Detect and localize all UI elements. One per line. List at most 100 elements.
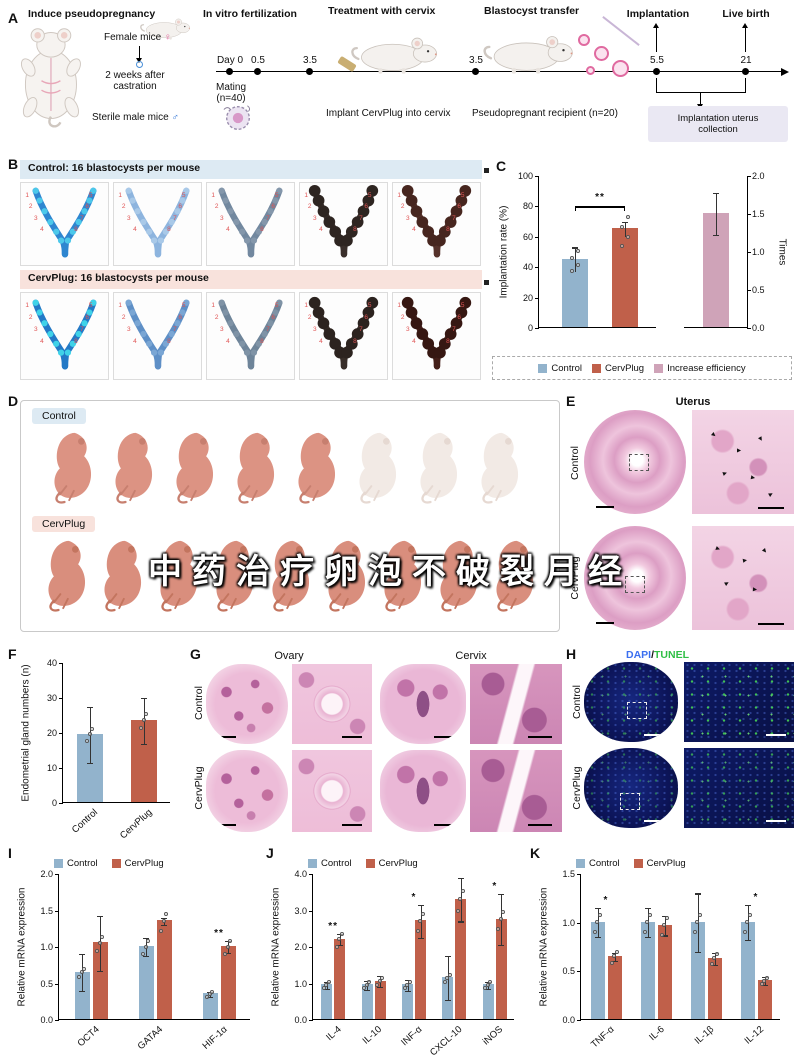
fluorescence-zoom-control [684,662,794,742]
watermark-text: 中药治疗卵泡不破裂月经 [148,553,632,591]
legend-item: CervPlug [633,858,686,869]
zoom-region-box [628,453,649,471]
legend-label: CervPlug [124,858,164,869]
error-bar-cap [336,945,343,947]
data-point [377,979,382,984]
bar-cervplug [334,938,346,1019]
y-tick-mark [59,663,63,664]
bar-control [321,984,333,1019]
x-tick-label: OCT4 [75,1024,102,1050]
recipient-label: Pseudopregnant recipient (n=20) [472,108,618,119]
error-bar-cap [417,937,424,940]
y-tick-mark [577,1020,581,1021]
step-blastocyst-transfer: Blastocyst transfer [484,5,580,17]
data-point [645,920,649,925]
tick-21: 21 [740,55,752,66]
pup-image-cervplug [94,534,150,616]
data-point [488,980,493,985]
implantation-site-number: 8 [74,226,78,234]
panel-label-j: J [266,845,274,861]
arrowhead-icon: ▲ [766,489,776,500]
data-point [747,913,752,918]
data-point [339,931,344,936]
legend-item: Increase efficiency [654,363,746,374]
y-tick-label: 30 [46,693,57,703]
bar-cervplug [607,955,622,1019]
y-tick-label: 1.0 [562,917,575,928]
timeline-dot-0-5 [254,68,261,75]
pup-image-cervplug [206,534,262,616]
error-bar [625,221,627,237]
chart-legend: Control CervPlug [308,858,418,869]
y-tick-mark [309,947,313,948]
x-tick-label: IL-12 [742,1024,767,1047]
implantation-site-number: 5 [460,191,465,199]
data-point [445,975,450,980]
data-point [762,978,766,983]
blastocyst-icon [612,60,629,77]
pup-shape [160,540,198,612]
error-bar-cap [141,698,147,700]
implantation-site-number: 8 [353,338,357,346]
data-point [223,951,227,956]
pup-shape [384,540,422,612]
legend-swatch [538,363,548,373]
uterus-shape [308,296,379,370]
scale-bar [644,734,670,736]
y-tick-label: 0 [527,323,533,333]
pup-shape [359,432,397,504]
y-tick-mark [577,971,581,973]
x-tick-label: TNF-α [588,1024,617,1051]
implantation-site-number: 6 [271,314,275,322]
data-point [380,976,385,981]
cervix-section-control [380,664,466,744]
scale-bar [434,736,456,738]
pseudopregnant-female-mouse-icon [6,24,94,128]
implantation-site-number: 8 [167,226,171,234]
scale-bar [644,820,670,822]
error-bar-cap [143,955,149,957]
implantation-site-number: 4 [319,338,323,346]
legend-item: Control [576,858,620,869]
times-axis-label: Times [776,238,788,266]
scale-bar [596,622,614,624]
legend-label: Increase efficiency [667,362,746,374]
y-tick-mark [59,698,63,699]
female-mouse-icon [138,12,192,42]
bar-cervplug [657,924,672,1019]
implantation-site-number: 1 [118,191,122,199]
data-point [612,954,616,959]
panel-label-b: B [8,156,19,172]
legend-label: Control [589,858,620,869]
implantation-site-number: 1 [304,302,308,310]
panel-label-h: H [566,646,577,662]
implantation-site-number: 5 [88,191,93,199]
data-point [228,939,232,944]
implantation-up-arrow-icon [652,23,660,52]
implantation-site-number: 7 [80,326,84,334]
zoom-region-box [624,575,645,593]
data-point [625,234,630,239]
panel-label-c: C [496,158,507,174]
zoom-region-box [627,702,648,719]
implantation-site-number: 1 [397,191,401,199]
data-point [324,982,329,987]
y-tick-mark [577,922,581,924]
data-point [619,224,624,229]
data-point [619,244,624,249]
data-point [575,248,580,253]
x-tick-label: IL-10 [360,1024,384,1047]
implantation-site-number: 4 [133,338,137,346]
pup-shape [54,432,92,504]
scale-bar [528,824,552,826]
y-tick-mark [55,910,59,912]
pup-shape [328,540,366,612]
data-point [337,937,342,942]
data-point [139,726,143,731]
implantation-site-number: 2 [400,314,405,322]
pup-image-cervplug [150,534,206,616]
legend-item: CervPlug [365,858,418,869]
